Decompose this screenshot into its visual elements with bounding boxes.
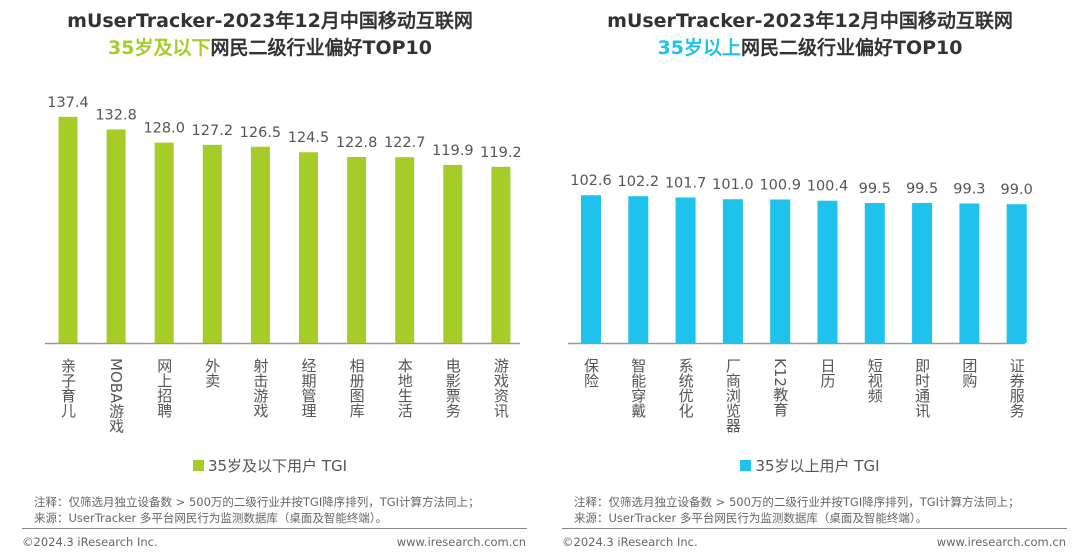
subtitle-highlight: 35岁及以下 [108,37,211,59]
bar [770,199,791,343]
subtitle-rest: 网民二级行业偏好TOP10 [210,37,432,59]
category-label: 本地生活 [396,358,414,418]
copyright: ©2024.3 iResearch Inc. [562,535,698,549]
divider [562,528,1067,529]
category-label: 证券服务 [1008,358,1026,419]
divider [22,528,527,529]
bar [675,197,696,343]
legend-swatch [740,460,752,471]
bar-chart-left: 137.4 亲子育儿 132.8 MOBA游戏 128.0 网上招聘 127.2 外卖 126.… [45,95,522,435]
category-label: 外卖 [203,358,221,388]
legend: 35岁及以下用户 TGI [0,455,540,476]
data-label: 101.0 [712,177,754,193]
bar [58,116,78,344]
legend-label: 35岁及以下用户 TGI [207,457,348,475]
bar [443,164,463,343]
data-label: 102.2 [618,174,660,190]
data-label: 124.5 [288,130,330,146]
bar [959,203,980,343]
category-label: 相册图库 [348,358,366,418]
note-line: 注释：仅筛选月独立设备数 > 500万的二级行业并按TGI降序排列，TGI计算方… [34,495,480,509]
legend: 35岁以上用户 TGI [540,455,1080,476]
chart-title: mUserTracker-2023年12月中国移动互联网 [67,10,473,32]
bar [347,156,367,343]
bar [581,195,601,343]
bar [491,166,511,343]
website-link[interactable]: www.iresearch.com.cn [936,535,1066,549]
bar [864,202,885,343]
category-label: K12教育 [771,358,789,417]
data-label: 101.7 [665,175,707,191]
copyright: ©2024.3 iResearch Inc. [22,535,158,549]
data-label: 100.4 [807,179,849,195]
bar [299,152,318,343]
bar [912,202,933,343]
category-label: 智能穿戴 [629,357,647,418]
data-label: 99.5 [859,181,891,197]
data-label: 132.8 [95,107,137,123]
data-label: 122.7 [384,135,426,151]
data-label: 119.9 [432,143,474,159]
category-label: 网上招聘 [155,358,173,419]
bar [154,142,174,343]
bar [250,146,270,343]
data-label: 102.6 [570,173,612,189]
category-label: 电影票务 [444,358,462,419]
bar [106,129,126,343]
data-label: 122.8 [336,135,378,151]
chart-title: mUserTracker-2023年12月中国移动互联网 [607,10,1013,32]
category-label: 短视频 [866,358,884,403]
chart-subtitle: 35岁及以下网民二级行业偏好TOP10 [0,33,540,60]
bar [817,200,838,343]
source-line: 来源：UserTracker 多平台网民行为监测数据库（桌面及智能终端）。 [34,511,388,525]
chart-subtitle: 35岁以上网民二级行业偏好TOP10 [540,33,1080,60]
category-label: 团购 [960,358,978,389]
data-label: 99.0 [1001,182,1033,198]
category-label: 游戏资讯 [492,358,510,419]
bar [628,196,649,343]
category-label: 系统优化 [677,358,695,418]
category-label: 射击游戏 [251,358,269,419]
bar [722,199,743,343]
category-label: 保险 [582,358,600,388]
category-label: 日历 [819,358,837,389]
website-link[interactable]: www.iresearch.com.cn [396,535,526,549]
data-label: 128.0 [143,121,185,137]
left-panel: mUserTracker-2023年12月中国移动互联网 35岁及以下网民二级行… [0,10,540,549]
subtitle-rest: 网民二级行业偏好TOP10 [740,37,963,59]
data-label: 126.5 [240,125,282,141]
legend-swatch [192,460,204,471]
category-label: 经期管理 [300,358,318,418]
bar [202,144,222,343]
right-panel: mUserTracker-2023年12月中国移动互联网 35岁以上网民二级行业… [540,0,1080,559]
subtitle-highlight: 35岁以上 [657,37,741,59]
data-label: 137.4 [47,95,89,111]
data-label: 127.2 [192,123,234,139]
data-label: 100.9 [759,177,801,193]
category-label: MOBA游戏 [107,358,125,435]
category-label: 厂商浏览器 [724,358,742,433]
note-line: 注释：仅筛选月独立设备数 > 500万的二级行业并按TGI降序排列，TGI计算方… [574,495,1020,509]
category-label: 即时通讯 [913,358,931,419]
bar [395,157,415,343]
category-label: 亲子育儿 [59,358,77,419]
data-label: 99.3 [953,181,985,197]
bar [1006,204,1027,343]
data-label: 119.2 [480,145,522,161]
legend-label: 35岁以上用户 TGI [755,457,880,475]
data-label: 99.5 [906,181,938,197]
bar-chart-right: 102.6 保险 102.2 智能穿戴 101.7 系统优化 101.0 厂商浏览器 100.9… [568,173,1033,433]
source-line: 来源：UserTracker 多平台网民行为监测数据库（桌面及智能终端）。 [574,511,928,525]
